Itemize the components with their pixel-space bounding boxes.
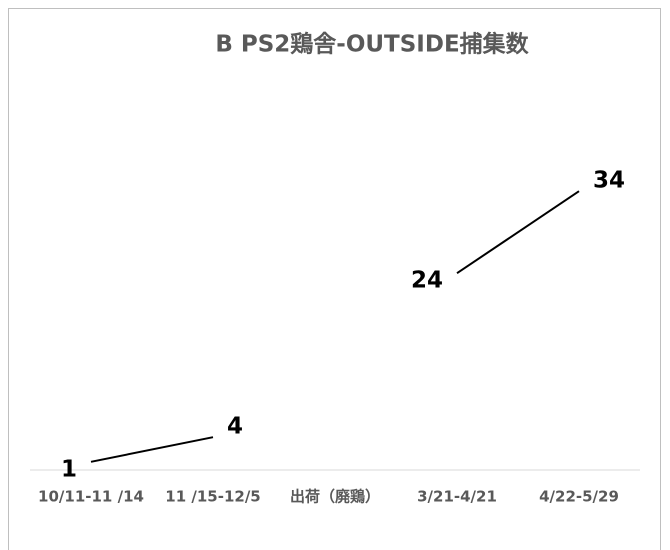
- data-label: 24: [411, 268, 443, 294]
- chart-title: B PS2鶏舎-OUTSIDE捕集数: [215, 31, 529, 58]
- chart-frame: [8, 8, 661, 550]
- data-label: 34: [593, 168, 625, 194]
- x-tick-label: 4/22-5/29: [539, 488, 619, 506]
- data-label: 1: [61, 456, 77, 482]
- data-label: 4: [227, 414, 243, 440]
- x-tick-label: 10/11-11 /14: [38, 488, 144, 506]
- x-tick-label: 出荷（廃鶏）: [290, 488, 380, 506]
- x-tick-label: 3/21-4/21: [417, 488, 497, 506]
- x-tick-label: 11 /15-12/5: [165, 488, 260, 506]
- line: [90, 436, 214, 463]
- line: [456, 190, 580, 275]
